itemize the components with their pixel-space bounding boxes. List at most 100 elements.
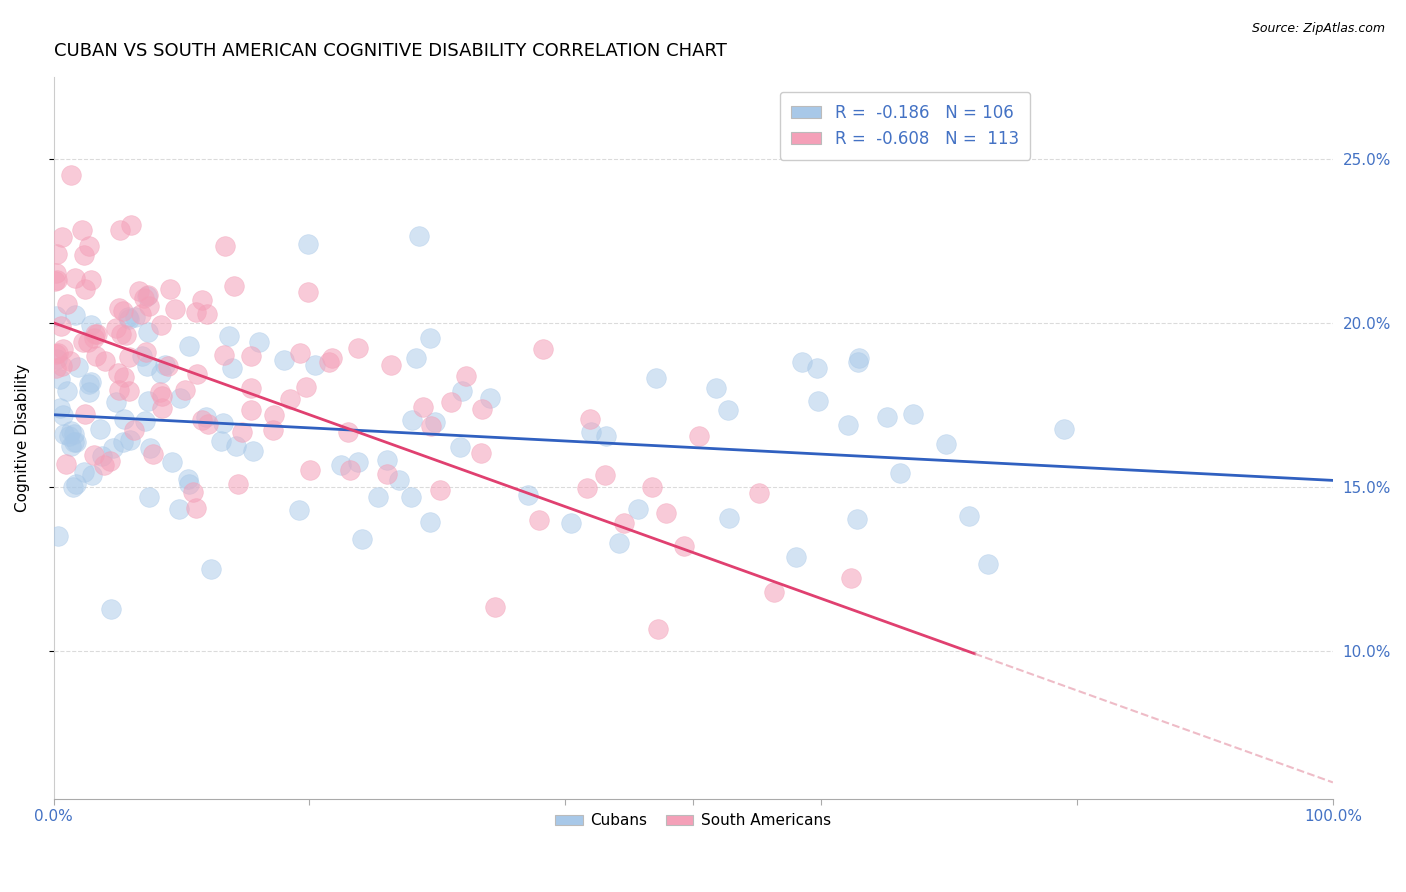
Point: [806, 360, 828, 375]
Point: [134, 414, 156, 428]
Point: [76, 335, 98, 350]
Point: [118, 433, 141, 447]
Point: [226, 476, 249, 491]
Point: [94, 354, 117, 368]
Point: [297, 285, 319, 299]
Point: [191, 413, 214, 427]
Point: [117, 310, 139, 325]
Point: [93, 458, 115, 473]
Point: [77, 384, 100, 399]
Point: [80, 318, 103, 332]
Point: [70, 223, 93, 237]
Point: [159, 282, 181, 296]
Point: [149, 367, 172, 381]
Point: [177, 477, 200, 491]
Point: [288, 503, 311, 517]
Point: [1053, 421, 1076, 435]
Point: [298, 463, 321, 477]
Point: [86, 326, 108, 341]
Point: [60, 168, 83, 182]
Point: [136, 394, 159, 409]
Point: [104, 395, 127, 409]
Point: [73, 282, 96, 296]
Point: [278, 392, 301, 407]
Point: [177, 472, 200, 486]
Point: [55, 458, 77, 472]
Point: [195, 307, 218, 321]
Point: [560, 516, 582, 530]
Point: [51, 229, 73, 244]
Point: [46, 273, 69, 287]
Point: [80, 467, 103, 482]
Point: [107, 383, 129, 397]
Point: [149, 384, 172, 399]
Point: [59, 353, 82, 368]
Point: [115, 328, 138, 343]
Point: [240, 402, 263, 417]
Point: [135, 289, 157, 303]
Point: [53, 427, 76, 442]
Point: [273, 352, 295, 367]
Point: [191, 293, 214, 307]
Point: [613, 516, 636, 531]
Point: [839, 571, 862, 585]
Y-axis label: Cognitive Disability: Cognitive Disability: [15, 364, 30, 512]
Point: [399, 490, 422, 504]
Point: [138, 490, 160, 504]
Point: [49, 318, 72, 333]
Point: [129, 307, 152, 321]
Point: [52, 408, 75, 422]
Point: [655, 506, 678, 520]
Point: [195, 410, 218, 425]
Point: [134, 291, 156, 305]
Legend: Cubans, South Americans: Cubans, South Americans: [550, 807, 837, 835]
Point: [531, 343, 554, 357]
Point: [160, 455, 183, 469]
Point: [110, 326, 132, 341]
Point: [184, 500, 207, 515]
Point: [112, 412, 135, 426]
Point: [419, 331, 441, 345]
Point: [48, 529, 70, 543]
Point: [138, 299, 160, 313]
Point: [321, 351, 343, 366]
Point: [484, 599, 506, 614]
Point: [90, 449, 112, 463]
Point: [72, 334, 94, 349]
Point: [163, 301, 186, 316]
Point: [367, 491, 389, 505]
Point: [672, 539, 695, 553]
Point: [429, 483, 451, 497]
Point: [375, 467, 398, 481]
Point: [576, 481, 599, 495]
Point: [423, 415, 446, 429]
Point: [901, 407, 924, 421]
Point: [131, 349, 153, 363]
Point: [593, 467, 616, 482]
Point: [181, 484, 204, 499]
Point: [763, 585, 786, 599]
Point: [136, 288, 159, 302]
Point: [117, 350, 139, 364]
Point: [889, 466, 911, 480]
Point: [748, 486, 770, 500]
Point: [45, 309, 67, 323]
Point: [65, 435, 87, 450]
Point: [209, 434, 232, 448]
Point: [128, 284, 150, 298]
Point: [52, 343, 75, 357]
Point: [807, 393, 830, 408]
Point: [150, 389, 173, 403]
Point: [412, 400, 434, 414]
Point: [45, 347, 67, 361]
Point: [120, 218, 142, 232]
Point: [65, 270, 87, 285]
Point: [197, 417, 219, 432]
Point: [111, 434, 134, 449]
Point: [83, 448, 105, 462]
Point: [935, 437, 957, 451]
Point: [704, 380, 727, 394]
Point: [470, 401, 492, 416]
Point: [718, 511, 741, 525]
Point: [848, 351, 870, 365]
